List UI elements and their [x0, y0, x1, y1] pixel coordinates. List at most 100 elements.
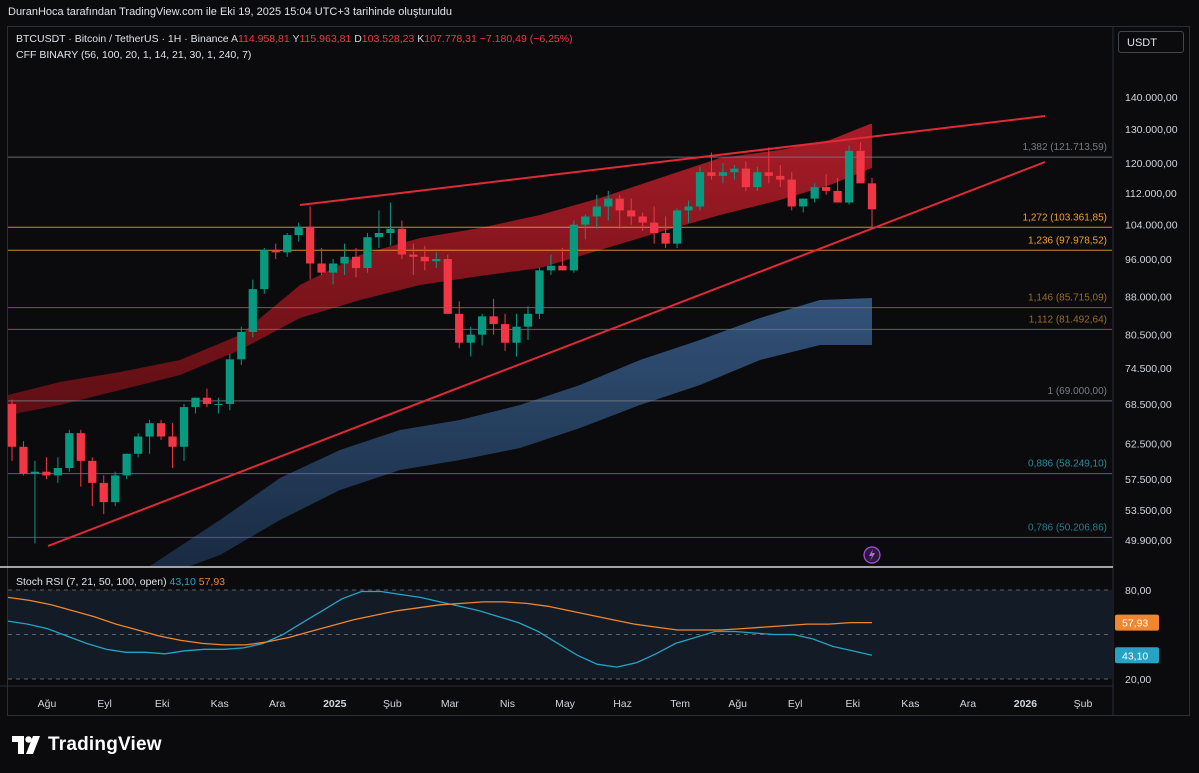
candle-30[interactable]	[351, 247, 361, 278]
tradingview-logo-icon	[12, 736, 40, 754]
candle-body	[306, 226, 315, 264]
candle-26[interactable]	[306, 206, 315, 280]
candle-17[interactable]	[202, 388, 212, 408]
candle-53[interactable]	[615, 194, 624, 229]
candle-65[interactable]	[753, 166, 762, 191]
candle-31[interactable]	[363, 232, 372, 273]
candle-67[interactable]	[776, 164, 785, 188]
lightning-icon[interactable]	[863, 546, 881, 564]
candle-11[interactable]	[134, 433, 143, 458]
candle-50[interactable]	[581, 214, 590, 240]
candle-57[interactable]	[661, 216, 670, 248]
candle-7[interactable]	[88, 457, 97, 507]
candle-46[interactable]	[535, 268, 544, 319]
candle-20[interactable]	[237, 326, 246, 366]
candle-34[interactable]	[397, 220, 406, 260]
candle-14[interactable]	[168, 423, 177, 469]
change-value: −7.180,49 (−6,25%)	[479, 33, 573, 45]
candle-body	[397, 228, 406, 255]
candle-38[interactable]	[443, 254, 452, 314]
candle-32[interactable]	[374, 210, 384, 248]
candle-41[interactable]	[478, 313, 487, 346]
candle-28[interactable]	[328, 259, 338, 285]
candle-55[interactable]	[638, 212, 647, 231]
candle-4[interactable]	[53, 457, 62, 483]
candle-39[interactable]	[455, 301, 464, 349]
tradingview-brand-name: TradingView	[48, 734, 162, 755]
candle-19[interactable]	[225, 353, 234, 411]
candle-1[interactable]	[19, 441, 28, 476]
upper-trend-line[interactable]	[299, 115, 1046, 206]
candle-2[interactable]	[30, 460, 40, 544]
candle-63[interactable]	[730, 164, 739, 180]
time-tick-18: Şub	[1074, 698, 1093, 710]
candle-47[interactable]	[546, 254, 556, 275]
candle-60[interactable]	[695, 166, 705, 211]
candle-69[interactable]	[799, 198, 808, 213]
candle-40[interactable]	[466, 326, 475, 357]
candle-64[interactable]	[741, 161, 750, 191]
candle-22[interactable]	[260, 247, 269, 294]
candle-48[interactable]	[558, 247, 567, 271]
candle-43[interactable]	[500, 313, 510, 351]
candle-54[interactable]	[627, 198, 636, 225]
candle-44[interactable]	[512, 313, 521, 357]
candle-49[interactable]	[569, 220, 578, 273]
candle-13[interactable]	[156, 419, 166, 440]
candle-6[interactable]	[76, 429, 85, 487]
candle-70[interactable]	[810, 183, 819, 203]
candle-68[interactable]	[787, 172, 796, 211]
candle-35[interactable]	[409, 243, 418, 275]
candle-59[interactable]	[684, 200, 693, 223]
candle-33[interactable]	[386, 202, 395, 246]
candle-3[interactable]	[42, 457, 51, 480]
candle-12[interactable]	[145, 419, 154, 454]
candle-62[interactable]	[718, 163, 728, 184]
symbol-legend[interactable]: BTCUSDT · Bitcoin / TetherUS · 1H · Bina…	[16, 33, 573, 45]
candle-body	[558, 265, 567, 271]
candle-25[interactable]	[294, 222, 303, 242]
indicator-legend[interactable]: CFF BINARY (56, 100, 20, 1, 14, 21, 30, …	[16, 49, 252, 61]
candle-body	[409, 254, 418, 257]
candle-15[interactable]	[179, 403, 189, 461]
candle-23[interactable]	[271, 243, 280, 260]
candle-42[interactable]	[489, 298, 498, 335]
price-tick-6: 88.000,00	[1125, 291, 1172, 303]
candle-21[interactable]	[248, 279, 257, 338]
candle-37[interactable]	[432, 252, 441, 269]
candle-52[interactable]	[604, 190, 613, 221]
candle-75[interactable]	[867, 177, 877, 227]
candle-56[interactable]	[650, 206, 659, 244]
candle-73[interactable]	[844, 145, 854, 205]
stoch-rsi-d-line[interactable]	[7, 596, 872, 646]
candle-24[interactable]	[283, 232, 292, 257]
stoch-rsi-k-line[interactable]	[7, 590, 873, 668]
candle-58[interactable]	[672, 208, 682, 248]
candle-27[interactable]	[317, 247, 326, 275]
candle-9[interactable]	[111, 471, 120, 507]
candle-body	[684, 206, 693, 211]
candle-body	[581, 216, 590, 225]
candle-18[interactable]	[214, 397, 223, 414]
candle-72[interactable]	[833, 177, 842, 203]
candle-5[interactable]	[65, 429, 74, 472]
candle-10[interactable]	[122, 453, 131, 480]
candle-74[interactable]	[856, 142, 865, 184]
candle-body	[466, 334, 475, 343]
tradingview-logo[interactable]: TradingView	[12, 733, 162, 757]
price-tick-9: 68.500,00	[1125, 399, 1172, 411]
candle-61[interactable]	[707, 152, 716, 180]
currency-button[interactable]: USDT	[1118, 31, 1184, 53]
candle-71[interactable]	[822, 174, 831, 195]
candle-8[interactable]	[99, 475, 108, 515]
candle-66[interactable]	[764, 147, 773, 184]
stoch-rsi-legend[interactable]: Stoch RSI (7, 21, 50, 100, open) 43,10 5…	[16, 576, 225, 588]
lower-trend-line[interactable]	[47, 161, 1046, 547]
candle-45[interactable]	[523, 306, 533, 341]
candle-36[interactable]	[420, 245, 429, 271]
candle-16[interactable]	[191, 397, 200, 414]
candle-0[interactable]	[7, 399, 17, 461]
candle-29[interactable]	[340, 243, 349, 275]
candle-51[interactable]	[592, 194, 601, 229]
